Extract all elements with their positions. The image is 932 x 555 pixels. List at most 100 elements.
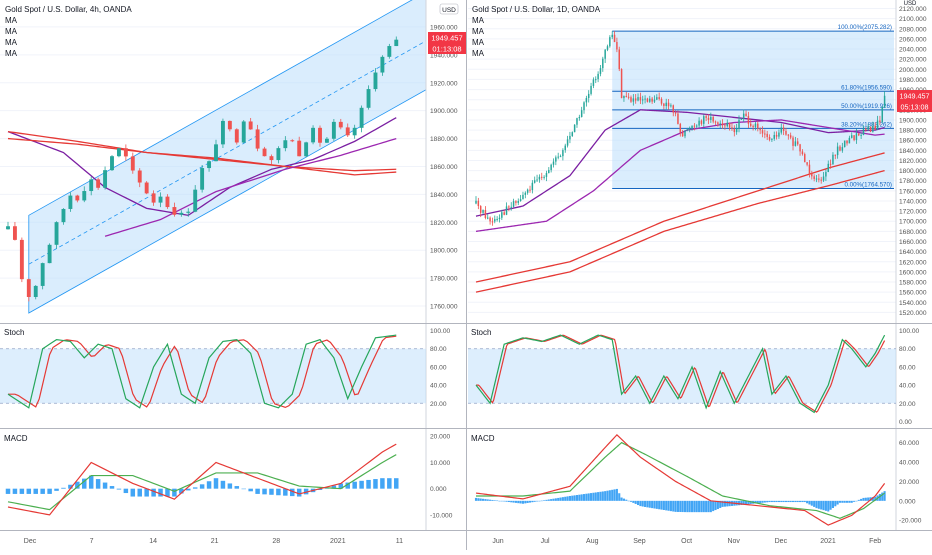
candle-body	[853, 135, 855, 141]
macd-hist-bar	[867, 497, 870, 501]
macd-hist-bar	[681, 500, 684, 513]
macd-hist-bar	[116, 488, 122, 490]
candle-body	[841, 147, 844, 151]
macd-hist-bar	[479, 498, 482, 501]
left-currency-label: USD	[442, 7, 456, 14]
left-chart-panel[interactable]: Gold Spot / U.S. Dollar, 4h, OANDA MA MA…	[0, 0, 466, 545]
candle-body	[695, 125, 698, 127]
macd-hist-bar	[651, 500, 654, 509]
candle-body	[872, 126, 874, 132]
macd-hist-bar	[554, 498, 557, 501]
candle-body	[726, 122, 729, 127]
candle-body	[728, 122, 731, 128]
candle-body	[691, 125, 693, 129]
left-currency-box[interactable]	[439, 3, 459, 15]
candle-body	[651, 98, 653, 102]
price-tick-label: 1660.000	[899, 239, 927, 246]
macd-hist-bar	[12, 488, 18, 494]
macd-hist-bar	[716, 500, 719, 510]
macd-hist-bar	[723, 500, 726, 507]
macd-tick-label: 20.000	[430, 434, 451, 441]
macd-hist-bar	[820, 500, 823, 510]
macd-hist-bar	[655, 500, 658, 509]
candle-body	[26, 279, 31, 297]
macd-tick-label: -10.000	[430, 512, 453, 519]
candle-body	[714, 121, 717, 123]
right-price-badge	[897, 90, 932, 101]
macd-hist-bar	[707, 500, 710, 513]
time-tick-label: Feb	[869, 538, 881, 545]
macd-hist-bar	[806, 500, 809, 504]
candle-body	[775, 134, 778, 137]
left-time-axis[interactable]: Dec 7 14 21 28 2021 11	[24, 538, 403, 545]
price-tick-label: 1560.000	[899, 290, 927, 297]
left-price-badge	[428, 32, 466, 43]
candle-body	[815, 178, 818, 180]
candle-body	[290, 140, 295, 142]
right-price-badge-text: 1949.457	[900, 92, 930, 101]
stoch-tick-label: 60.00	[899, 364, 916, 371]
candle-body	[670, 105, 672, 107]
left-price-axis[interactable]: 1960.000 1940.000 1920.000 1900.000 1880.000…	[430, 24, 458, 310]
candle-body	[494, 219, 496, 222]
candle-body	[684, 130, 686, 137]
macd-hist-bar	[777, 500, 780, 503]
macd-hist-bar	[517, 500, 520, 504]
price-tick-label: 1740.000	[899, 198, 927, 205]
price-tick-label: 1780.000	[899, 178, 927, 185]
macd-hist-bar	[615, 488, 618, 501]
left-chart-title: Gold Spot / U.S. Dollar, 4h, OANDA	[5, 5, 132, 14]
macd-hist-bar	[747, 500, 750, 505]
macd-tick-label: 60.000	[899, 440, 920, 447]
time-tick-label: 11	[396, 538, 403, 545]
price-tick-label: 1760.000	[899, 188, 927, 195]
price-tick-label: 1940.000	[430, 52, 458, 59]
candle-body	[883, 95, 886, 107]
candle-body	[519, 199, 522, 201]
macd-hist-bar	[815, 500, 818, 509]
candle-body	[583, 102, 585, 111]
right-chart-panel[interactable]: 100.00%(2075.282) 61.80%(1956.590) 50.00%(…	[467, 0, 932, 545]
time-tick-label: 7	[90, 538, 94, 545]
macd-hist-bar	[808, 500, 811, 505]
price-tick-label: 1900.000	[430, 108, 458, 115]
macd-hist-bar	[698, 500, 701, 513]
candle-body	[750, 123, 752, 126]
candle-body	[836, 146, 839, 156]
macd-hist-bar	[756, 500, 759, 504]
candle-body	[304, 142, 309, 157]
candle-body	[858, 133, 860, 136]
macd-hist-bar	[561, 497, 564, 501]
candle-body	[96, 179, 101, 188]
candle-body	[719, 123, 721, 125]
macd-hist-bar	[366, 479, 371, 489]
macd-hist-bar	[33, 488, 38, 494]
candle-body	[220, 120, 225, 145]
macd-hist-bar	[578, 494, 581, 501]
macd-hist-bar	[269, 488, 274, 495]
macd-hist-bar	[834, 500, 837, 507]
right-time-axis[interactable]: Jun Jul Aug Sep Oct Nov Dec 2021 Feb	[492, 538, 881, 545]
candle-body	[735, 128, 738, 133]
macd-hist-bar	[109, 486, 115, 489]
left-stoch-k-line	[7, 334, 397, 409]
right-stoch-label: Stoch	[471, 328, 491, 337]
macd-hist-bar	[726, 500, 729, 507]
candle-body	[172, 207, 177, 215]
candle-body	[573, 124, 576, 133]
time-tick-label: Jun	[492, 538, 503, 545]
candle-body	[33, 285, 38, 297]
time-tick-label: Oct	[681, 538, 692, 545]
macd-hist-bar	[481, 498, 485, 501]
candle-body	[179, 212, 184, 215]
macd-hist-bar	[61, 487, 66, 489]
candle-body	[12, 226, 17, 240]
macd-hist-bar	[622, 498, 625, 501]
left-regression-channel[interactable]	[28, 0, 427, 314]
macd-hist-bar	[606, 490, 609, 501]
left-macd-line	[7, 443, 397, 516]
right-price-axis[interactable]: 2120.000 2100.000 2080.000 2060.000 2040.000…	[899, 6, 927, 317]
macd-hist-bar	[601, 491, 604, 501]
candle-body	[545, 173, 548, 177]
